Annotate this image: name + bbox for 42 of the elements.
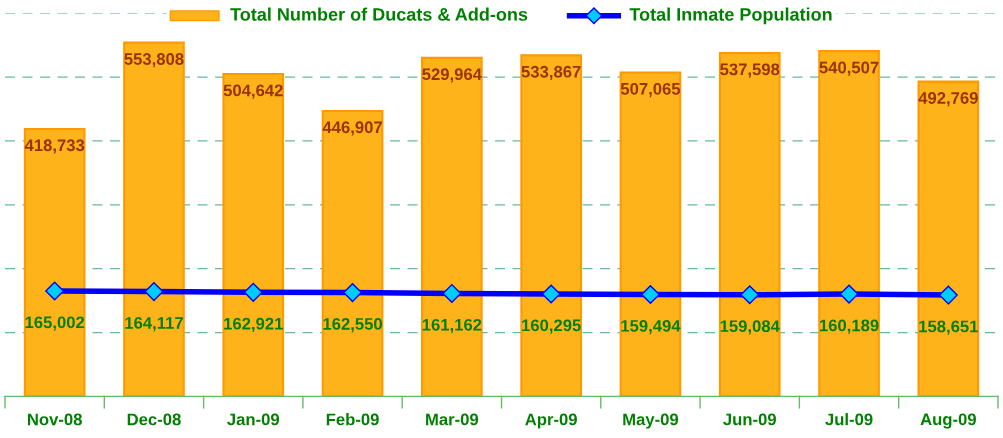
bar bbox=[321, 109, 384, 397]
bar bbox=[718, 51, 781, 397]
bar bbox=[818, 50, 880, 397]
x-tick-label: Apr-09 bbox=[525, 413, 577, 429]
x-tick-label: May-09 bbox=[623, 413, 679, 429]
x-tick-label: Nov-08 bbox=[27, 413, 82, 426]
data-label: 162,921 bbox=[224, 317, 283, 332]
x-tick-label: Jan-09 bbox=[227, 413, 280, 426]
data-label: 160,295 bbox=[522, 319, 581, 334]
bar bbox=[421, 56, 483, 397]
x-tick-label: Feb-09 bbox=[326, 413, 379, 426]
data-label: 165,002 bbox=[25, 316, 85, 331]
data-label: 533,867 bbox=[521, 65, 581, 81]
x-tick-label: Mar-09 bbox=[426, 413, 479, 426]
bar bbox=[917, 80, 980, 397]
legend-label: Total Number of Ducats & Add-ons bbox=[230, 7, 528, 21]
x-tick-label: Dec-08 bbox=[127, 413, 181, 426]
bar bbox=[123, 41, 185, 397]
data-label: 158,651 bbox=[919, 320, 978, 335]
data-label: 507,065 bbox=[620, 82, 681, 98]
data-label: 161,162 bbox=[422, 318, 482, 334]
data-label: 159,494 bbox=[621, 319, 681, 335]
data-label: 492,769 bbox=[918, 92, 978, 107]
data-label: 164,117 bbox=[125, 317, 183, 332]
data-label: 553,808 bbox=[124, 53, 184, 68]
data-label: 540,507 bbox=[819, 61, 879, 76]
x-tick-label: Jul-09 bbox=[825, 413, 873, 426]
data-label: 162,550 bbox=[323, 318, 382, 333]
x-tick-label: Aug-09 bbox=[920, 413, 976, 429]
data-label: 160,189 bbox=[819, 319, 879, 334]
legend-label: Total Inmate Population bbox=[629, 7, 832, 25]
data-label: 159,084 bbox=[720, 320, 780, 335]
x-tick-label: Jun-09 bbox=[723, 413, 776, 426]
data-label: 537,598 bbox=[720, 63, 780, 78]
data-label: 504,642 bbox=[223, 84, 283, 99]
bar bbox=[619, 71, 682, 397]
data-label: 418,733 bbox=[24, 139, 85, 154]
bar bbox=[23, 127, 86, 397]
data-label: 529,964 bbox=[422, 68, 482, 83]
data-label: 446,907 bbox=[322, 121, 382, 136]
bar bbox=[222, 73, 285, 397]
bar bbox=[520, 54, 582, 397]
